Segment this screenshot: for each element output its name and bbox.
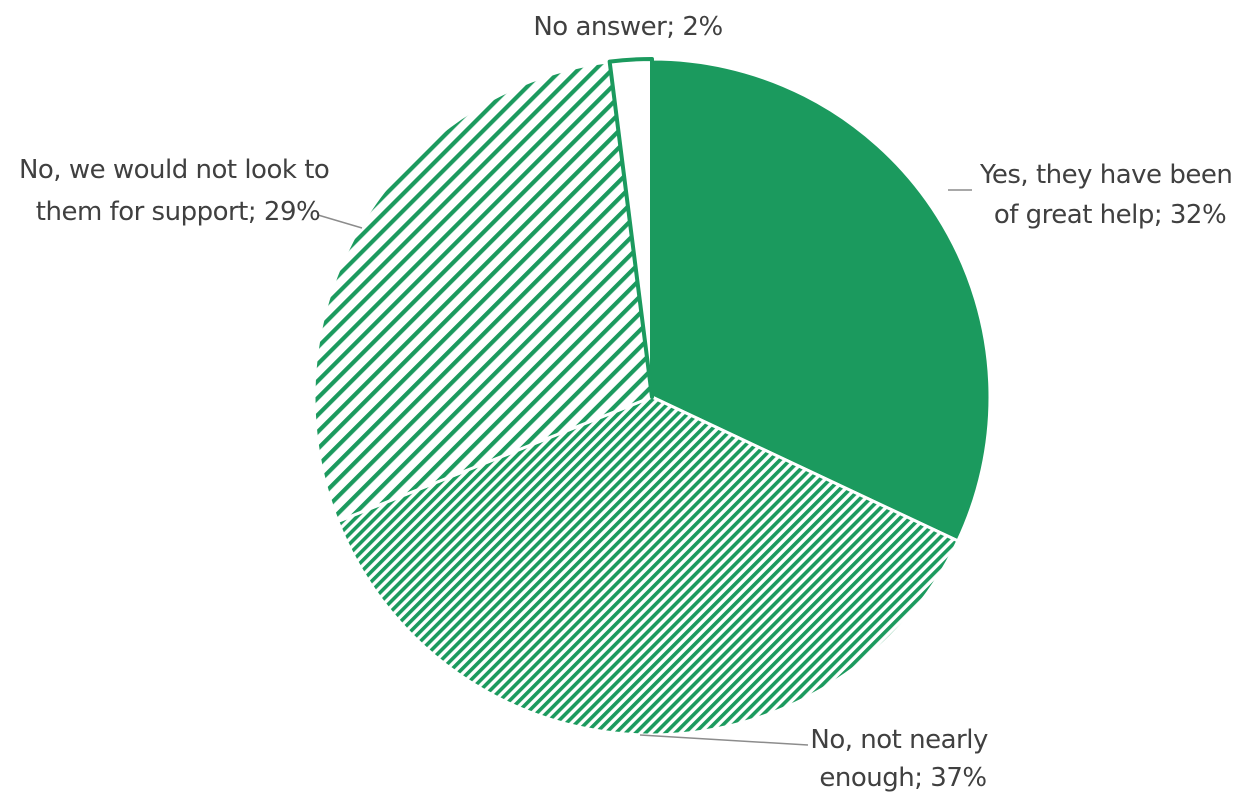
data-label-yes-line-1: Yes, they have been xyxy=(979,160,1232,190)
data-label-not-enough: No, not nearly enough; 37% xyxy=(810,725,995,793)
data-label-not-enough-line-2: enough; 37% xyxy=(819,763,986,793)
data-label-not-enough-line-1: No, not nearly xyxy=(810,725,988,755)
data-label-would-not-line-2: them for support; 29% xyxy=(36,197,320,227)
data-label-would-not: No, we would not look to them for suppor… xyxy=(19,155,337,227)
leader-line-not-enough xyxy=(640,735,808,745)
data-label-no-answer-line-1: No answer; 2% xyxy=(533,12,722,42)
data-label-would-not-line-1: No, we would not look to xyxy=(19,155,329,185)
data-label-yes: Yes, they have been of great help; 32% xyxy=(979,160,1240,230)
data-label-no-answer: No answer; 2% xyxy=(533,12,722,42)
leader-line-would-not xyxy=(318,215,362,228)
pie-slices xyxy=(314,59,990,735)
data-label-yes-line-2: of great help; 32% xyxy=(994,200,1226,230)
